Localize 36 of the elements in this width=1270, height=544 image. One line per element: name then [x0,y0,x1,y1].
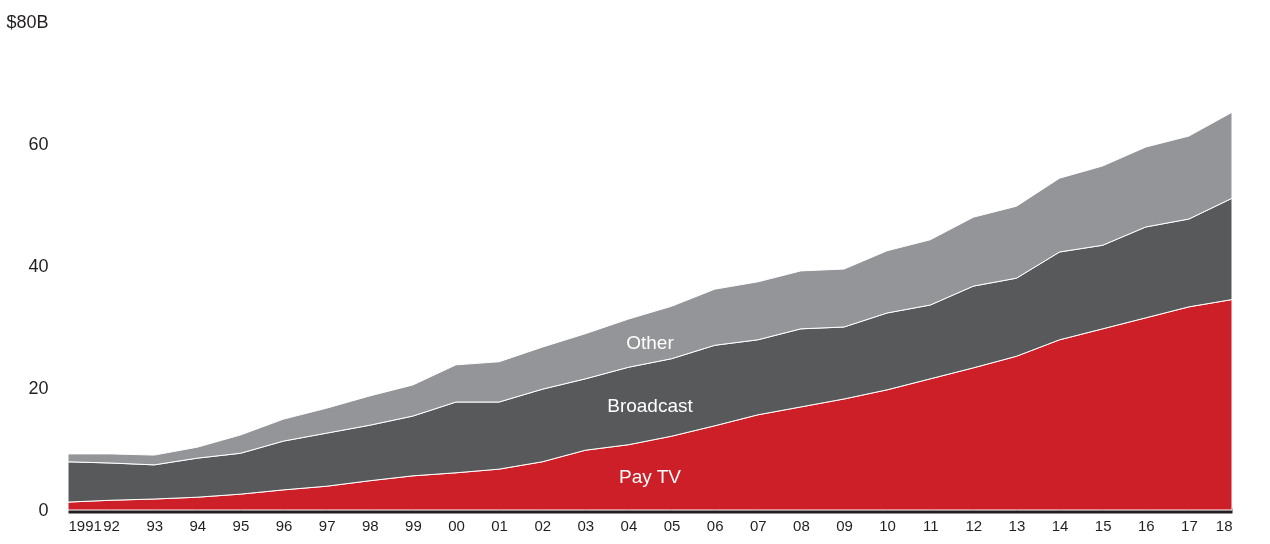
y-tick-label: 0 [38,499,49,520]
x-tick-label: 93 [146,516,164,534]
series-label: Pay TV [619,466,682,488]
x-tick-label: 09 [836,516,853,534]
x-tick-label: 14 [1051,516,1069,534]
x-tick-label: 96 [275,516,293,534]
y-tick-label: 40 [28,255,49,276]
x-tick-label: 07 [749,516,767,534]
x-tick-label: 01 [491,516,508,534]
x-tick-label: 17 [1181,516,1198,534]
y-tick-label: $80B [6,11,49,32]
series-label: Other [626,332,675,354]
x-tick-label: 12 [965,516,983,534]
x-tick-label: 03 [577,516,595,534]
y-tick-label: 60 [28,133,49,154]
x-tick-label: 00 [448,516,465,534]
x-tick-label: 94 [189,516,207,534]
x-tick-label: 1991 [68,516,102,534]
x-tick-label: 95 [232,516,250,534]
x-tick-label: 99 [405,516,422,534]
x-tick-label: 10 [879,516,896,534]
x-tick-label: 04 [620,516,638,534]
x-tick-label: 16 [1137,516,1155,534]
x-tick-label: 06 [706,516,724,534]
x-tick-label: 05 [663,516,681,534]
series-label: Broadcast [607,394,694,416]
x-tick-label: 92 [103,516,120,534]
x-tick-label: 08 [793,516,810,534]
x-tick-label: 13 [1008,516,1026,534]
x-tick-label: 97 [318,516,336,534]
x-tick-label: 18 [1215,516,1233,534]
x-tick-label: 98 [361,516,379,534]
x-tick-label: 11 [922,516,939,534]
y-tick-label: 20 [28,377,49,398]
x-tick-label: 15 [1094,516,1112,534]
x-tick-label: 02 [534,516,552,534]
